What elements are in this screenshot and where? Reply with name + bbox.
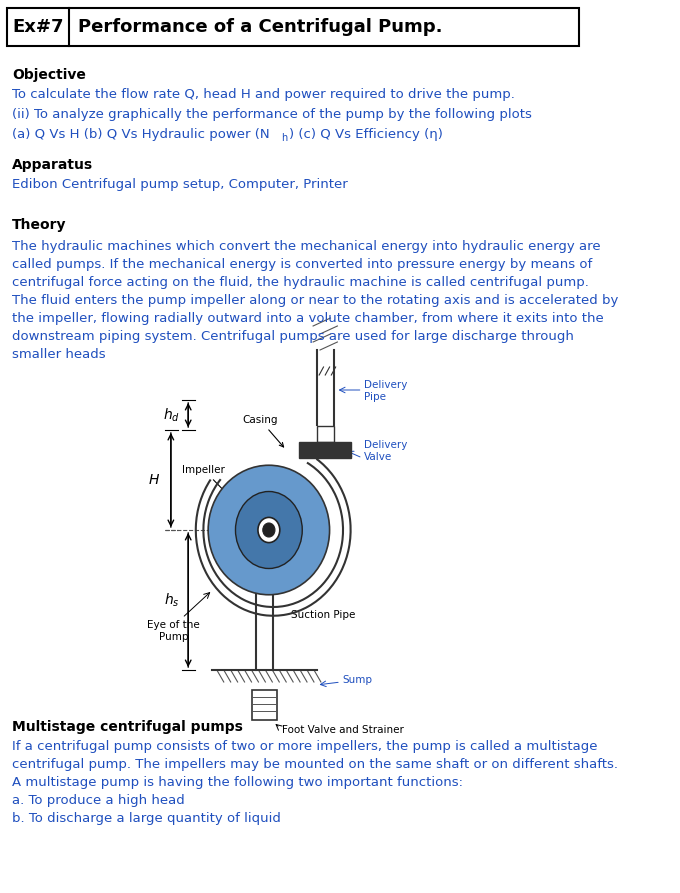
Bar (299, 442, 352, 458)
Text: Delivery
Valve: Delivery Valve (364, 440, 407, 462)
Text: Impeller: Impeller (182, 465, 240, 507)
Bar (7, 8, 579, 46)
Text: Edibon Centrifugal pump setup, Computer, Printer: Edibon Centrifugal pump setup, Computer,… (12, 178, 348, 191)
Text: Theory: Theory (12, 218, 67, 232)
Text: Apparatus: Apparatus (12, 158, 93, 172)
Ellipse shape (208, 465, 330, 595)
Circle shape (235, 491, 302, 569)
Text: Performance of a Centrifugal Pump.: Performance of a Centrifugal Pump. (78, 18, 443, 36)
Text: (a) Q Vs H (b) Q Vs Hydraulic power (N: (a) Q Vs H (b) Q Vs Hydraulic power (N (12, 128, 270, 141)
Bar (317, 426, 334, 442)
Text: Casing: Casing (243, 415, 284, 447)
Circle shape (262, 523, 275, 537)
Text: To calculate the flow rate Q, head H and power required to drive the pump.: To calculate the flow rate Q, head H and… (12, 88, 515, 101)
Text: Sump: Sump (343, 675, 373, 685)
Circle shape (258, 517, 279, 543)
Text: $H$: $H$ (148, 473, 160, 487)
Bar (252, 690, 277, 720)
Text: Suction Pipe: Suction Pipe (290, 610, 355, 620)
Text: h: h (281, 133, 287, 143)
Text: Foot Valve and Strainer: Foot Valve and Strainer (282, 725, 404, 735)
Text: Ex#7: Ex#7 (12, 18, 64, 36)
Text: Multistage centrifugal pumps: Multistage centrifugal pumps (12, 720, 243, 734)
Text: ) (c) Q Vs Efficiency (η): ) (c) Q Vs Efficiency (η) (289, 128, 443, 141)
Text: The hydraulic machines which convert the mechanical energy into hydraulic energy: The hydraulic machines which convert the… (12, 240, 619, 361)
Text: $h_d$: $h_d$ (163, 406, 180, 423)
Text: Eye of the
Pump: Eye of the Pump (147, 620, 200, 641)
Text: Objective: Objective (12, 68, 86, 82)
Text: (ii) To analyze graphically the performance of the pump by the following plots: (ii) To analyze graphically the performa… (12, 108, 532, 121)
Text: If a centrifugal pump consists of two or more impellers, the pump is called a mu: If a centrifugal pump consists of two or… (12, 740, 618, 825)
Text: $h_s$: $h_s$ (164, 591, 180, 609)
Text: Delivery
Pipe: Delivery Pipe (364, 380, 407, 402)
